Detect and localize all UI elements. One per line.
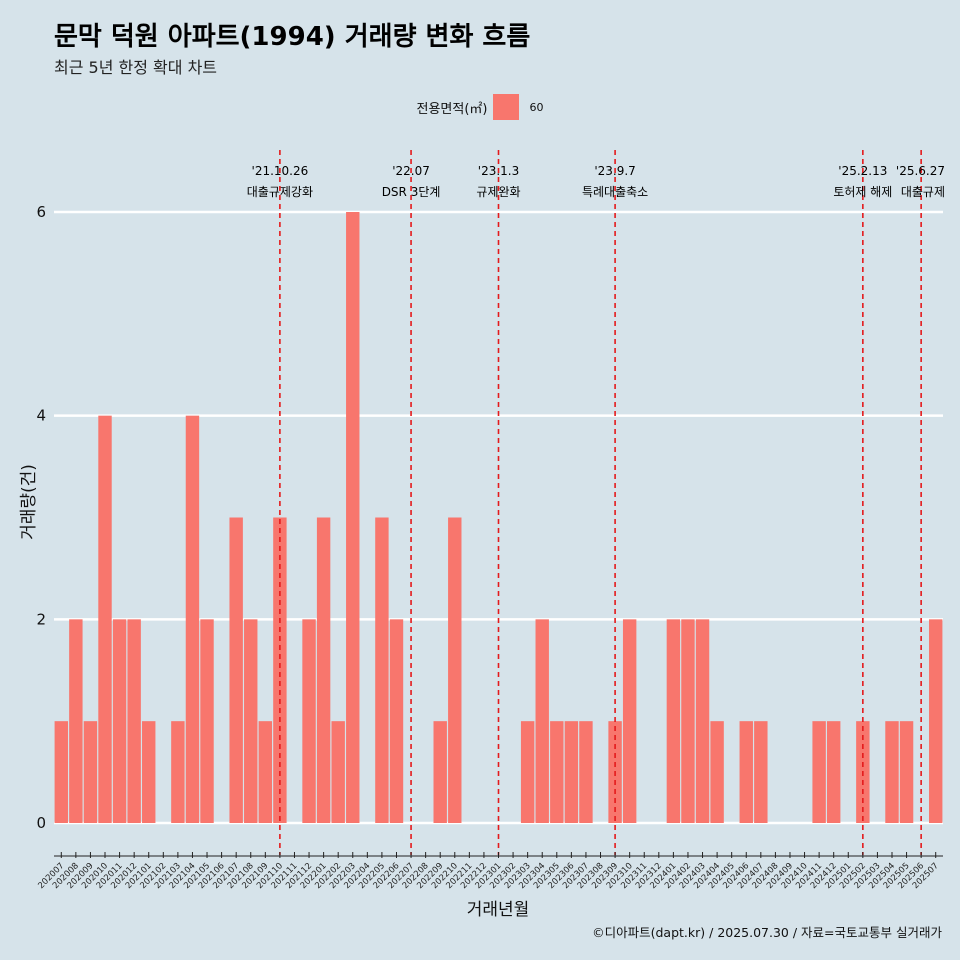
bar [389, 619, 404, 823]
chart-subtitle: 최근 5년 한정 확대 차트 [54, 58, 218, 77]
bar [244, 619, 258, 823]
bar [171, 721, 185, 823]
bar [885, 721, 899, 823]
bar [54, 721, 68, 823]
bar [375, 517, 389, 823]
bar [273, 517, 287, 823]
event-desc-label: DSR 3단계 [382, 185, 441, 199]
bar [331, 721, 345, 823]
bar [754, 721, 768, 823]
bar [929, 619, 943, 823]
x-axis: 2020072020082020092020102020112020122021… [36, 852, 943, 891]
event-date-label: '23.9.7 [594, 164, 635, 178]
bar [127, 619, 141, 823]
event-desc-label: 대출규제강화 [247, 185, 313, 199]
bar [112, 619, 127, 823]
bar [316, 517, 331, 823]
bar [346, 212, 360, 823]
bar [681, 619, 695, 823]
bar [69, 619, 83, 823]
bar [550, 721, 564, 823]
x-axis-title: 거래년월 [467, 900, 530, 920]
bar [564, 721, 579, 823]
source-caption: ©디아파트(dapt.kr) / 2025.07.30 / 자료=국토교통부 실… [592, 925, 942, 940]
event-desc-label: 토허제 해제 [833, 185, 892, 199]
bar [695, 619, 710, 823]
bar [812, 721, 826, 823]
bar [229, 517, 243, 823]
y-axis-ticks: 0 2 4 6 [36, 203, 46, 832]
y-axis-title: 거래량(건) [19, 464, 39, 540]
event-date-label: '25.6.27 [896, 164, 945, 178]
event-lines: '21.10.26 대출규제강화 '22.07 DSR 3단계 '23.1.3 규제완화 '… [247, 150, 945, 855]
legend: 전용면적(㎡) 60 [0, 94, 960, 120]
bar [200, 619, 214, 823]
bar [535, 619, 549, 823]
bar [142, 721, 156, 823]
event-date-label: '22.07 [392, 164, 430, 178]
legend-swatch [493, 94, 520, 120]
event-date-label: '21.10.26 [252, 164, 309, 178]
y-tick-label: 0 [36, 814, 46, 832]
event-desc-label: 대출규제 [901, 185, 945, 199]
bar [739, 721, 753, 823]
event-date-label: '25.2.13 [838, 164, 887, 178]
bar [83, 721, 98, 823]
bar [710, 721, 724, 823]
legend-item-label: 60 [529, 100, 544, 114]
y-tick-label: 6 [36, 203, 46, 221]
event-desc-label: 특례대출축소 [582, 185, 648, 199]
chart-title: 문막 덕원 아파트(1994) 거래량 변화 흐름 [54, 22, 531, 52]
bar [899, 721, 914, 823]
bar [826, 721, 841, 823]
bar [622, 619, 637, 823]
event-desc-label: 규제완화 [476, 185, 520, 199]
bar [520, 721, 535, 823]
bar [448, 517, 462, 823]
bar [666, 619, 681, 823]
bar [433, 721, 447, 823]
bar [579, 721, 593, 823]
event-date-label: '23.1.3 [478, 164, 519, 178]
y-tick-label: 2 [36, 610, 46, 628]
y-tick-label: 4 [36, 407, 46, 425]
legend-title: 전용면적(㎡) [416, 101, 488, 117]
bar [98, 415, 112, 823]
bar [185, 415, 200, 823]
bar [302, 619, 316, 823]
bar [258, 721, 273, 823]
